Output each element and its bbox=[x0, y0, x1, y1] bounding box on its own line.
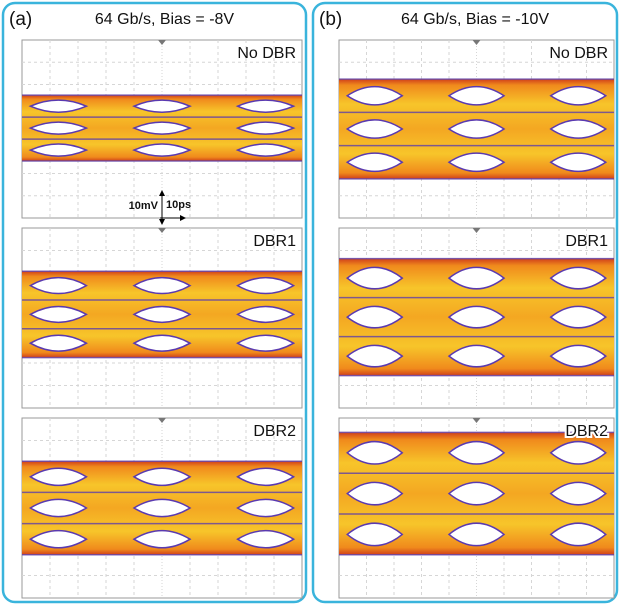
plot-label: DBR1 bbox=[565, 233, 608, 250]
plot-label: No DBR bbox=[549, 45, 608, 62]
plot-label: No DBR bbox=[237, 45, 296, 62]
panel-title: 64 Gb/s, Bias = -8V bbox=[95, 11, 235, 28]
panel-title: 64 Gb/s, Bias = -10V bbox=[401, 11, 549, 28]
plot-label: DBR2 bbox=[253, 423, 296, 440]
panel-label: (b) bbox=[319, 9, 342, 30]
scale-voltage: 10mV bbox=[129, 200, 159, 212]
eye-diagram: No DBR bbox=[339, 40, 614, 218]
eye-diagram: DBR1 bbox=[339, 228, 614, 408]
eye-diagram: No DBR bbox=[22, 40, 302, 218]
eye-diagram: DBR1 bbox=[22, 228, 302, 408]
eye-diagram: DBR2 bbox=[22, 418, 302, 598]
scale-time: 10ps bbox=[166, 199, 191, 211]
plot-label: DBR1 bbox=[253, 233, 296, 250]
eye-diagram: DBR2 bbox=[339, 418, 614, 598]
figure: (a)64 Gb/s, Bias = -8VNo DBRDBR1DBR2(b)6… bbox=[0, 0, 621, 606]
panel-label: (a) bbox=[9, 9, 32, 30]
page: (a)64 Gb/s, Bias = -8VNo DBRDBR1DBR2(b)6… bbox=[0, 0, 621, 606]
plot-label: DBR2 bbox=[565, 423, 608, 440]
